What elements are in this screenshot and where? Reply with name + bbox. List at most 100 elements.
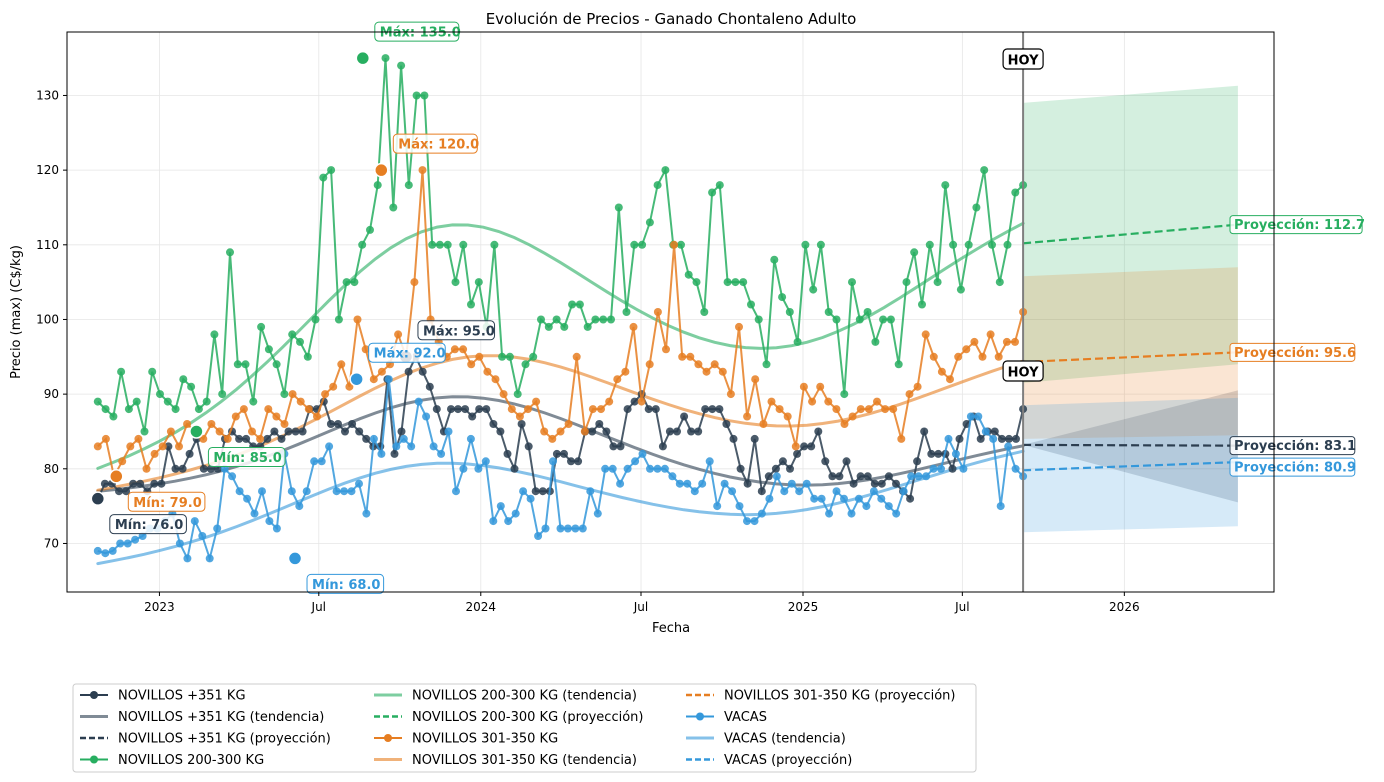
data-point — [175, 442, 183, 451]
data-point — [959, 464, 968, 473]
data-point — [735, 502, 744, 511]
data-point — [778, 457, 787, 466]
data-point — [713, 502, 722, 511]
data-point — [334, 315, 343, 324]
data-point — [700, 308, 709, 316]
data-point — [601, 464, 610, 473]
data-point — [397, 427, 406, 436]
data-point — [563, 524, 572, 533]
projection-band — [1023, 267, 1238, 439]
data-point — [428, 240, 437, 249]
data-point — [100, 479, 109, 488]
data-point — [849, 479, 858, 488]
data-point — [848, 412, 857, 421]
data-point — [929, 352, 938, 361]
data-point — [529, 352, 538, 361]
data-point — [855, 315, 864, 324]
legend-item: VACAS (tendencia) — [686, 732, 846, 747]
min-marker — [287, 551, 303, 566]
data-point — [171, 405, 180, 414]
data-point — [524, 405, 532, 414]
projection-label-box — [1229, 342, 1356, 362]
data-point — [951, 449, 960, 458]
min-max-annotations: Proyección: 83.1 Mín: 76.0 Máx: 95.0 Proyec… — [90, 21, 1365, 594]
data-point — [572, 352, 581, 361]
data-point — [552, 315, 561, 324]
legend-label: VACAS — [724, 710, 767, 725]
data-point — [264, 405, 273, 414]
x-tick-label: Jul — [311, 600, 326, 614]
data-point — [489, 420, 498, 428]
data-point — [731, 278, 740, 287]
legend-swatch-marker — [696, 712, 704, 721]
data-point — [467, 300, 475, 309]
data-point — [686, 352, 695, 361]
data-point — [847, 509, 856, 518]
data-point — [621, 367, 630, 376]
data-point — [824, 397, 833, 406]
data-point — [517, 420, 526, 428]
data-point — [296, 397, 305, 406]
max-label: Máx: 120.0 — [392, 133, 479, 154]
data-point — [358, 240, 367, 249]
data-point — [410, 278, 419, 287]
data-point — [946, 375, 954, 384]
data-point — [863, 472, 872, 481]
data-point — [801, 240, 810, 249]
data-point — [491, 375, 500, 384]
data-point — [136, 479, 145, 488]
data-point — [902, 278, 911, 287]
data-point — [802, 479, 811, 488]
legend-item: VACAS — [686, 710, 767, 725]
min-label-text: Mín: 85.0 — [213, 451, 281, 466]
data-point — [108, 546, 117, 555]
data-point — [767, 397, 776, 406]
data-point — [934, 449, 943, 458]
data-point — [202, 397, 211, 406]
data-point — [552, 449, 561, 458]
data-point — [575, 300, 584, 309]
max-label: Máx: 92.0 — [368, 342, 446, 363]
series-lines — [93, 54, 1028, 563]
projection-label-text: Proyección: 112.7 — [1234, 218, 1365, 233]
data-point — [638, 240, 647, 249]
data-point — [291, 427, 300, 436]
data-point — [250, 509, 259, 518]
trend-lines — [96, 221, 1025, 566]
data-point — [614, 203, 623, 212]
data-point — [698, 479, 707, 488]
data-point — [910, 248, 919, 257]
data-point — [452, 487, 460, 496]
data-point — [101, 405, 110, 414]
data-point — [616, 479, 625, 488]
data-point — [302, 487, 311, 496]
data-point — [467, 360, 476, 369]
data-point — [665, 427, 674, 436]
data-point — [272, 360, 281, 369]
data-point — [715, 405, 724, 414]
data-point — [678, 352, 687, 361]
max-label: Máx: 95.0 — [417, 320, 496, 341]
data-point — [231, 412, 240, 421]
data-point — [651, 405, 660, 414]
data-point — [373, 181, 382, 190]
data-point — [317, 457, 326, 466]
data-point — [399, 434, 408, 443]
data-point — [750, 434, 759, 443]
data-point — [780, 487, 789, 496]
data-point — [956, 285, 965, 294]
data-point — [821, 457, 830, 466]
data-point — [329, 382, 338, 391]
data-point — [927, 449, 936, 458]
data-point — [810, 494, 819, 503]
data-point — [638, 449, 647, 458]
data-point — [630, 240, 639, 249]
data-point — [630, 397, 639, 406]
data-point — [842, 457, 851, 466]
data-point — [277, 434, 286, 443]
data-point — [258, 487, 266, 496]
data-point — [816, 382, 825, 391]
projection-label: Proyección: 80.9 — [1229, 457, 1356, 477]
projection-label-box — [1229, 436, 1356, 456]
